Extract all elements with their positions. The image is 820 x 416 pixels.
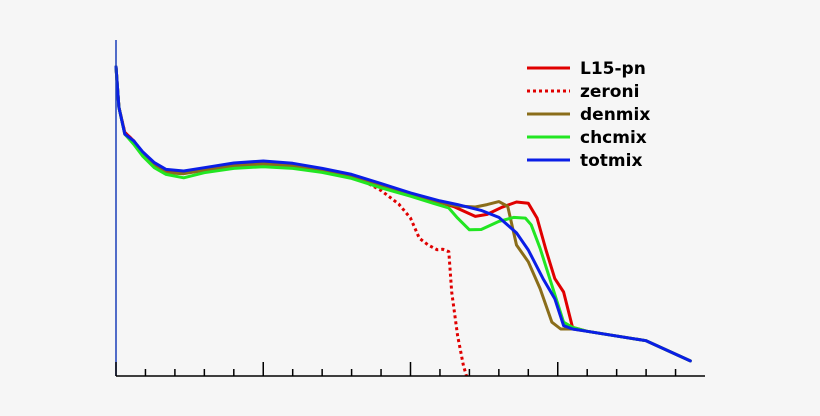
legend-label-chcmix: chcmix bbox=[580, 128, 647, 148]
x-tick-layer bbox=[115, 362, 677, 376]
legend-label-zeroni: zeroni bbox=[580, 82, 639, 102]
legend-label-L15-pn: L15-pn bbox=[580, 59, 646, 79]
series-line-chcmix bbox=[114, 65, 692, 363]
series-line-zeroni bbox=[114, 66, 468, 377]
legend-label-denmix: denmix bbox=[580, 105, 650, 125]
series-line-totmix bbox=[114, 65, 692, 363]
series-layer bbox=[114, 65, 692, 377]
legend-label-totmix: totmix bbox=[580, 151, 642, 171]
legend: L15-pn zeroni denmix chcmix totmix bbox=[527, 59, 650, 171]
